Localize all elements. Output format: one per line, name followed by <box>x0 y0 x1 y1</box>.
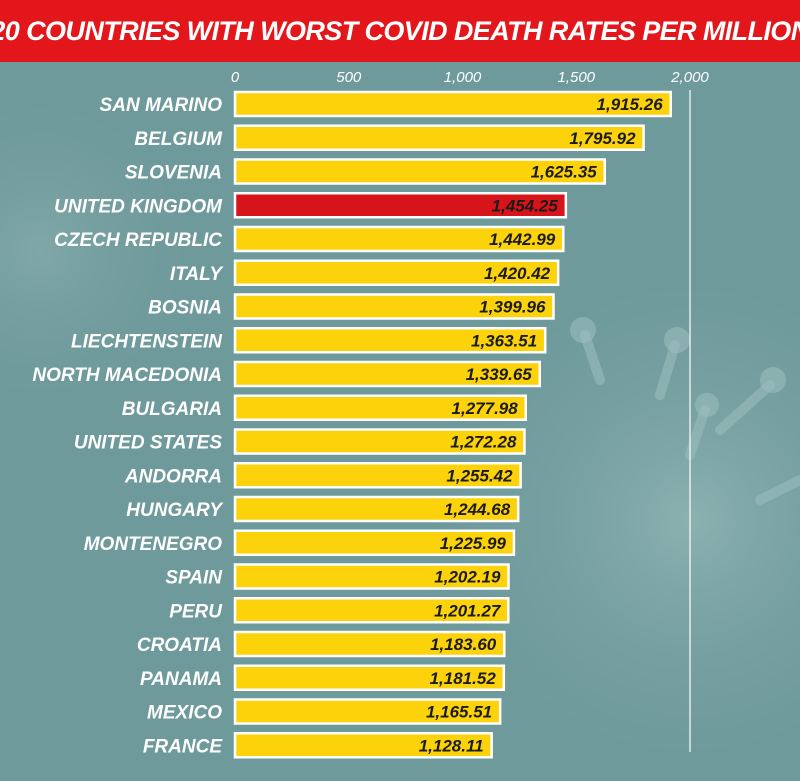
bar <box>233 192 568 219</box>
x-tick-label: 2,000 <box>670 69 709 86</box>
value-label: 1,915.26 <box>597 95 664 114</box>
value-label: 1,183.60 <box>430 635 497 654</box>
bar <box>233 124 645 151</box>
bar <box>233 462 522 489</box>
value-label: 1,244.68 <box>444 500 511 519</box>
category-label: UNITED KINGDOM <box>54 196 223 217</box>
x-tick-label: 500 <box>336 69 362 86</box>
value-label: 1,165.51 <box>426 703 492 722</box>
bar-chart: 0 500 1,000 1,500 2,000 SAN MARINO BELGIUM SLO… <box>32 69 710 759</box>
value-label: 1,625.35 <box>531 163 598 182</box>
category-label: PANAMA <box>140 669 222 690</box>
value-label: 1,399.96 <box>479 298 546 317</box>
x-tick-label: 1,000 <box>444 69 482 86</box>
category-label: SPAIN <box>165 568 223 589</box>
value-label: 1,202.19 <box>434 568 501 587</box>
category-label: SLOVENIA <box>125 163 222 184</box>
category-label: BULGARIA <box>122 399 222 420</box>
bar <box>233 563 510 590</box>
bars <box>233 90 672 759</box>
value-label: 1,225.99 <box>440 534 507 553</box>
x-axis: 0 500 1,000 1,500 2,000 <box>231 69 710 86</box>
category-label: ANDORRA <box>124 466 222 487</box>
chart-title: 20 COUNTRIES WITH WORST COVID DEATH RATE… <box>0 15 800 46</box>
category-label: MEXICO <box>147 703 222 724</box>
category-label: BOSNIA <box>148 298 222 319</box>
bar <box>233 664 506 691</box>
category-label: SAN MARINO <box>100 95 223 116</box>
value-label: 1,454.25 <box>492 196 559 215</box>
value-label: 1,363.51 <box>471 331 537 350</box>
bar <box>233 90 672 118</box>
value-label: 1,201.27 <box>434 601 502 620</box>
bar <box>233 428 526 455</box>
x-tick-label: 0 <box>231 69 240 86</box>
category-label: HUNGARY <box>126 500 224 521</box>
value-label: 1,420.42 <box>484 264 551 283</box>
bar <box>233 732 493 759</box>
category-label: CZECH REPUBLIC <box>54 230 222 251</box>
bar <box>233 360 542 388</box>
bar <box>233 327 547 354</box>
bar <box>233 394 527 421</box>
x-tick-label: 1,500 <box>557 69 595 86</box>
value-labels: 1,915.26 1,795.92 1,625.35 1,454.25 1,442.99… <box>419 95 664 755</box>
title-bar: 20 COUNTRIES WITH WORST COVID DEATH RATE… <box>0 0 800 62</box>
value-label: 1,442.99 <box>489 230 556 249</box>
bar <box>233 259 560 286</box>
value-label: 1,181.52 <box>430 669 497 688</box>
bar <box>233 529 516 556</box>
value-label: 1,277.98 <box>452 399 519 418</box>
bar <box>233 495 520 523</box>
category-label: UNITED STATES <box>74 433 222 454</box>
bar <box>233 597 510 624</box>
value-label: 1,339.65 <box>466 365 533 384</box>
bar <box>233 225 565 253</box>
category-label: FRANCE <box>143 736 223 757</box>
bar <box>233 698 502 725</box>
category-label: LIECHTENSTEIN <box>71 331 223 352</box>
bar <box>233 293 555 320</box>
value-label: 1,255.42 <box>446 466 513 485</box>
category-label: CROATIA <box>137 635 222 656</box>
value-label: 1,272.28 <box>450 433 517 452</box>
category-label: ITALY <box>170 264 224 285</box>
bar <box>233 158 607 185</box>
value-label: 1,795.92 <box>569 129 636 148</box>
value-label: 1,128.11 <box>419 736 484 755</box>
bar <box>233 630 506 658</box>
category-label: BELGIUM <box>134 129 223 150</box>
category-label: PERU <box>169 601 223 622</box>
category-labels: SAN MARINO BELGIUM SLOVENIA UNITED KINGDOM C… <box>32 95 224 757</box>
category-label: NORTH MACEDONIA <box>32 365 222 386</box>
category-label: MONTENEGRO <box>84 534 223 555</box>
